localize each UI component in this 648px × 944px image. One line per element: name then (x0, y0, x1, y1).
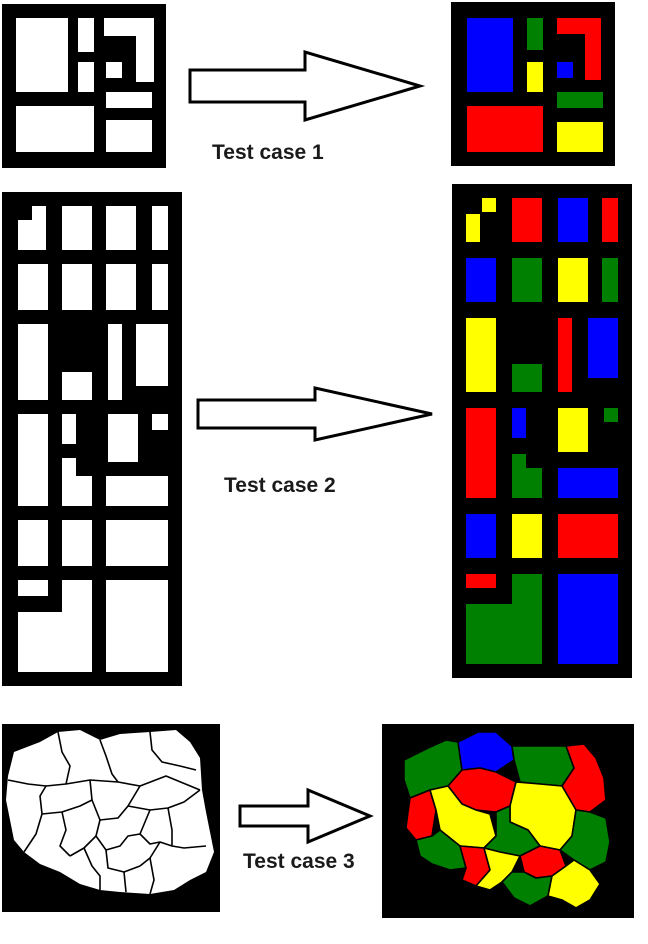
case1-output-grid (451, 2, 615, 166)
case2-input-grid (2, 192, 182, 686)
case1-label: Test case 1 (212, 141, 324, 164)
case1-arrow (188, 49, 426, 123)
case3-input-map (2, 724, 220, 912)
case3-output-map (382, 724, 634, 918)
case1-input-grid (2, 4, 166, 168)
case2-arrow (196, 386, 433, 442)
case3-arrow (238, 787, 374, 845)
case2-label: Test case 2 (224, 474, 336, 497)
case2-output-grid (452, 184, 632, 678)
case3-label: Test case 3 (243, 850, 355, 873)
